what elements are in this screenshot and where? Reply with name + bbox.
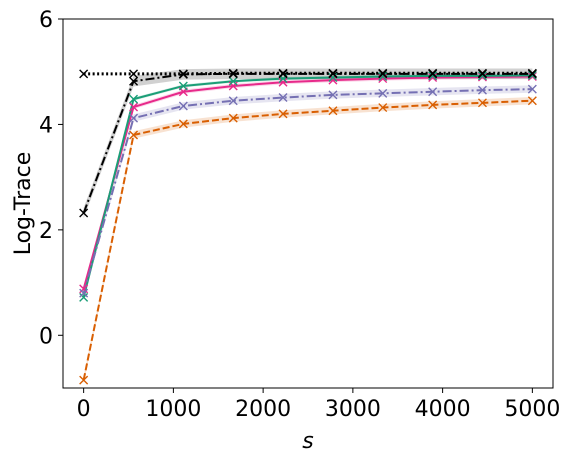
series-6-point-8 xyxy=(428,68,438,78)
series-6-point-1 xyxy=(79,69,89,79)
series-lines xyxy=(82,71,533,381)
series-6-line xyxy=(83,71,533,76)
plot-frame xyxy=(62,18,554,389)
x-tick-label-4: 3000 xyxy=(325,397,381,422)
series-2-point-3 xyxy=(178,81,188,91)
series-1-line xyxy=(82,75,533,290)
series-3-line xyxy=(82,88,533,294)
y-tick-label-4: 6 xyxy=(39,8,53,33)
series-2-band xyxy=(83,73,533,299)
series-1-point-6 xyxy=(328,75,338,85)
series-1-point-1 xyxy=(79,284,89,294)
series-2-line xyxy=(82,74,533,298)
series-2-point-2 xyxy=(129,94,139,104)
series-6-point-3 xyxy=(178,69,188,79)
series-6-point-5 xyxy=(278,68,288,78)
series-3-point-5 xyxy=(278,93,288,103)
series-2-point-10 xyxy=(527,70,537,80)
series-3-point-8 xyxy=(428,87,438,97)
series-1-point-9 xyxy=(477,72,487,82)
series-5-point-2 xyxy=(129,76,139,86)
series-4-point-10 xyxy=(527,96,537,106)
x-tick-label-3: 2000 xyxy=(235,397,291,422)
series-2-point-4 xyxy=(228,76,238,86)
y-tick-label-2: 2 xyxy=(39,219,53,244)
x-tick-label-2: 1000 xyxy=(145,397,201,422)
x-tick-label-1: 0 xyxy=(77,397,91,422)
series-4-point-5 xyxy=(278,109,288,119)
series-1-point-10 xyxy=(527,71,537,81)
series-1-point-2 xyxy=(129,102,139,112)
y-tick-label-1: 0 xyxy=(39,324,53,349)
series-3-band xyxy=(83,85,533,297)
series-4-point-6 xyxy=(328,106,338,116)
series-4-point-9 xyxy=(477,98,487,108)
x-tick-label-6: 5000 xyxy=(504,397,560,422)
x-axis-ticks: 0 1000 2000 3000 4000 5000 xyxy=(77,388,560,422)
series-3-point-7 xyxy=(378,88,388,98)
series-markers xyxy=(79,68,537,385)
series-6-point-6 xyxy=(328,68,338,78)
series-bands xyxy=(83,68,533,384)
series-1-point-5 xyxy=(278,77,288,87)
series-3-point-1 xyxy=(79,288,89,298)
series-3-point-9 xyxy=(477,85,487,95)
series-3-point-3 xyxy=(178,101,188,111)
series-6-point-4 xyxy=(228,68,238,78)
series-2-point-1 xyxy=(79,292,89,302)
series-4-point-7 xyxy=(378,103,388,113)
series-4-point-2 xyxy=(129,130,139,140)
series-2-point-9 xyxy=(477,71,487,81)
series-6-point-7 xyxy=(378,68,388,78)
y-axis-ticks: 0 2 4 6 xyxy=(39,8,63,349)
series-2-point-7 xyxy=(378,71,388,81)
series-4-point-1 xyxy=(79,375,89,385)
x-axis-label: s xyxy=(302,429,313,454)
series-3-point-10 xyxy=(527,84,537,94)
y-tick-label-3: 4 xyxy=(39,113,53,138)
series-6-point-9 xyxy=(477,68,487,78)
series-4-line xyxy=(82,99,533,381)
series-5-point-1 xyxy=(79,208,89,218)
series-3-point-6 xyxy=(328,90,338,100)
series-4-point-3 xyxy=(178,119,188,129)
series-4-band xyxy=(83,97,533,384)
x-tick-label-5: 4000 xyxy=(415,397,471,422)
series-4-point-4 xyxy=(228,113,238,123)
series-4-point-8 xyxy=(428,100,438,110)
series-6-point-10 xyxy=(527,68,537,78)
series-1-point-8 xyxy=(428,73,438,83)
series-3-point-2 xyxy=(129,113,139,123)
series-2-point-6 xyxy=(328,73,338,83)
series-2-point-8 xyxy=(428,71,438,81)
series-3-point-4 xyxy=(228,96,238,106)
series-6-point-2 xyxy=(129,69,139,79)
y-axis-label: Log-Trace xyxy=(11,152,36,256)
